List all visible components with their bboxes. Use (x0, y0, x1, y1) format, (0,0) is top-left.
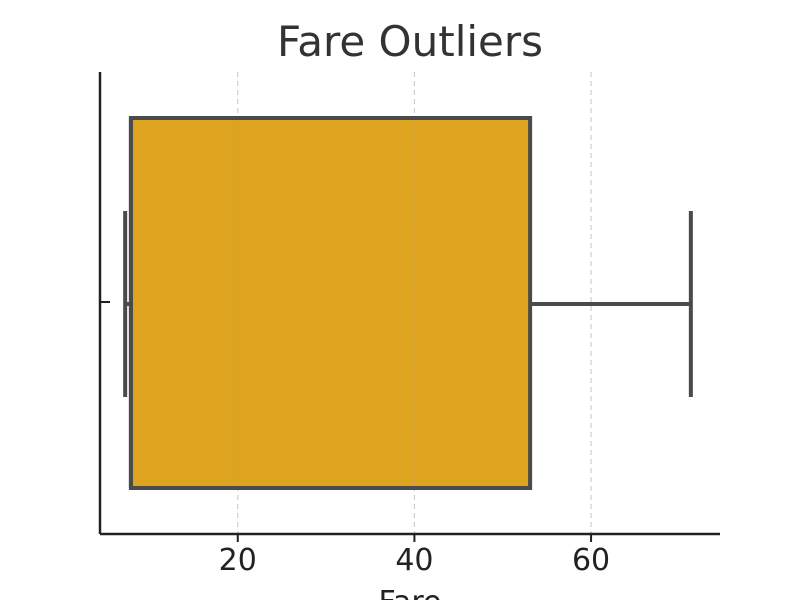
x-tick-label-60: 60 (572, 543, 610, 578)
x-axis-label: Fare (378, 585, 441, 600)
x-axis-ticks: 20 40 60 (219, 534, 610, 578)
x-tick-label-40: 40 (395, 543, 433, 578)
chart-title: Fare Outliers (277, 17, 543, 66)
box-plot-marks (123, 116, 693, 490)
iqr-box (128, 116, 533, 490)
x-tick-label-20: 20 (219, 543, 257, 578)
